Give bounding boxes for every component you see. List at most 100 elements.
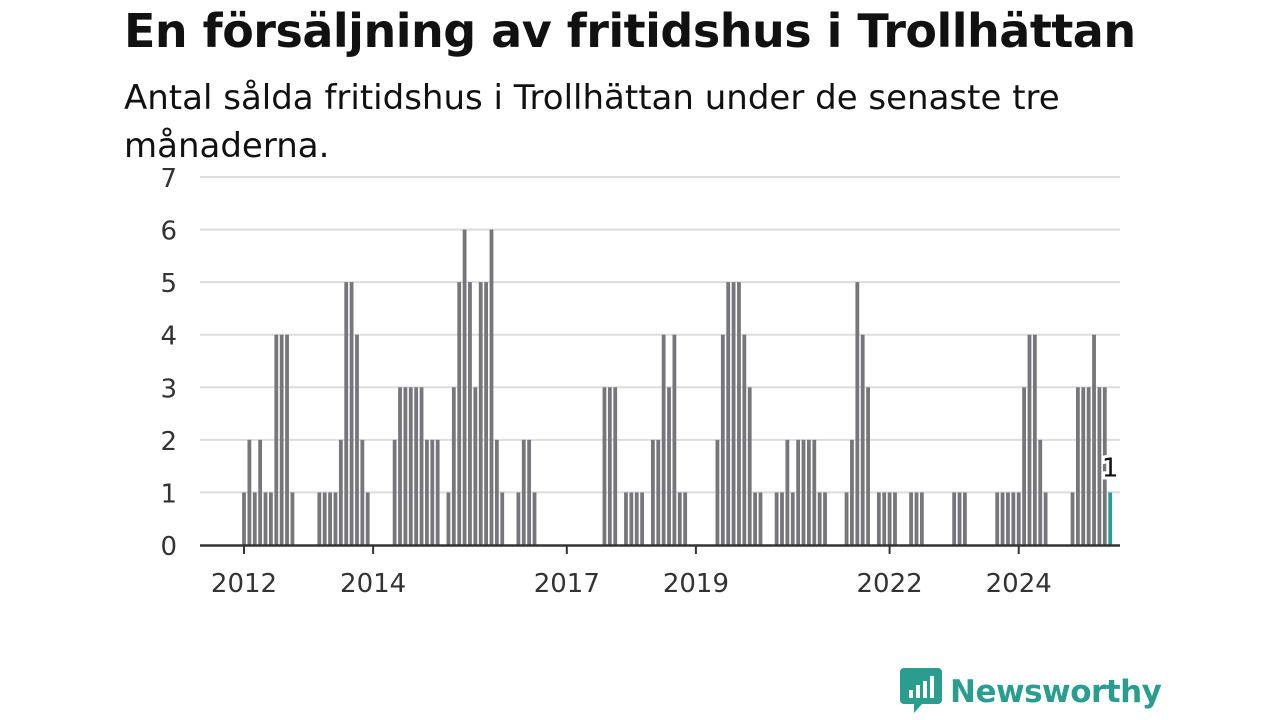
bar (435, 439, 440, 545)
x-tick-label: 2017 (534, 569, 600, 599)
bar (677, 492, 682, 545)
bar (263, 492, 268, 545)
bar (914, 492, 919, 545)
bar (715, 439, 720, 545)
bar (737, 282, 741, 545)
bar (1011, 492, 1016, 545)
bar (882, 492, 887, 545)
bar (758, 492, 763, 545)
bar (322, 492, 327, 545)
bar (252, 492, 257, 545)
brand-name: Newsworthy (950, 674, 1162, 710)
bar (812, 439, 817, 545)
bar (500, 492, 505, 545)
chart-subtitle: Antal sålda fritidshus i Trollhättan und… (124, 78, 1060, 166)
bar (521, 439, 526, 545)
bar (532, 492, 537, 545)
bar (683, 492, 688, 545)
bar (774, 492, 779, 545)
bar (823, 492, 827, 545)
bar (1043, 492, 1048, 545)
bar (1070, 492, 1075, 545)
bar (1038, 439, 1043, 545)
bar (398, 387, 402, 545)
bar (1032, 334, 1037, 545)
bar (640, 492, 645, 545)
bar (634, 492, 639, 545)
bar (1027, 334, 1032, 545)
bar (457, 282, 462, 545)
bar (909, 492, 914, 545)
highlight-data-label: 1 (1102, 453, 1119, 483)
chart-title: En försäljning av fritidshus i Trollhätt… (124, 4, 1136, 58)
highlighted-bar (1108, 492, 1113, 545)
bar (731, 282, 736, 545)
bar (957, 492, 962, 545)
bar (414, 387, 419, 545)
bar (285, 334, 289, 545)
y-tick-label: 4 (160, 322, 177, 352)
bar (817, 492, 822, 545)
bar (451, 387, 456, 545)
bar (473, 387, 478, 545)
bar (613, 387, 618, 545)
bar (258, 439, 263, 545)
bar (952, 492, 957, 545)
bar (753, 492, 757, 545)
bar (844, 492, 849, 545)
bar (1000, 492, 1005, 545)
bar (360, 439, 365, 545)
bar (1097, 387, 1102, 545)
y-axis-labels: 0 1 2 3 4 5 6 7 (160, 164, 177, 562)
bar (344, 282, 349, 545)
y-tick-label: 1 (160, 479, 177, 509)
bar (317, 492, 322, 545)
y-tick-label: 7 (160, 164, 177, 194)
bar (333, 492, 338, 545)
bar (365, 492, 370, 545)
bar (650, 439, 655, 545)
bar (720, 334, 725, 545)
x-tick-label: 2024 (986, 569, 1052, 599)
bar (742, 334, 747, 545)
bar (247, 439, 252, 545)
bar (527, 439, 532, 545)
bar (279, 334, 284, 545)
bar (796, 439, 801, 545)
bar (667, 387, 671, 545)
bar (995, 492, 1000, 545)
bar (607, 387, 612, 545)
x-tick-label: 2012 (211, 569, 277, 599)
bar (349, 282, 354, 545)
bar (242, 492, 246, 545)
bar (726, 282, 731, 545)
bar (494, 439, 499, 545)
bar (484, 282, 488, 545)
bar (489, 229, 494, 545)
bar (790, 492, 795, 545)
bar (403, 387, 408, 545)
y-tick-label: 3 (160, 374, 177, 404)
bar (672, 334, 677, 545)
bar (1006, 492, 1010, 545)
bar (1016, 492, 1021, 545)
x-tick-label: 2019 (663, 569, 729, 599)
bar (468, 282, 472, 545)
bar (780, 492, 784, 545)
bar (462, 229, 467, 545)
bar (290, 492, 295, 545)
bar (656, 439, 661, 545)
bar (963, 492, 967, 545)
bar (624, 492, 628, 545)
bars (242, 229, 1113, 545)
bar (850, 439, 854, 545)
bar (1092, 334, 1096, 545)
bar (785, 439, 790, 545)
x-tick-label: 2022 (857, 569, 923, 599)
y-tick-label: 2 (160, 427, 177, 457)
y-tick-label: 6 (160, 217, 177, 247)
bar (629, 492, 634, 545)
bar (876, 492, 881, 545)
bar (747, 387, 752, 545)
